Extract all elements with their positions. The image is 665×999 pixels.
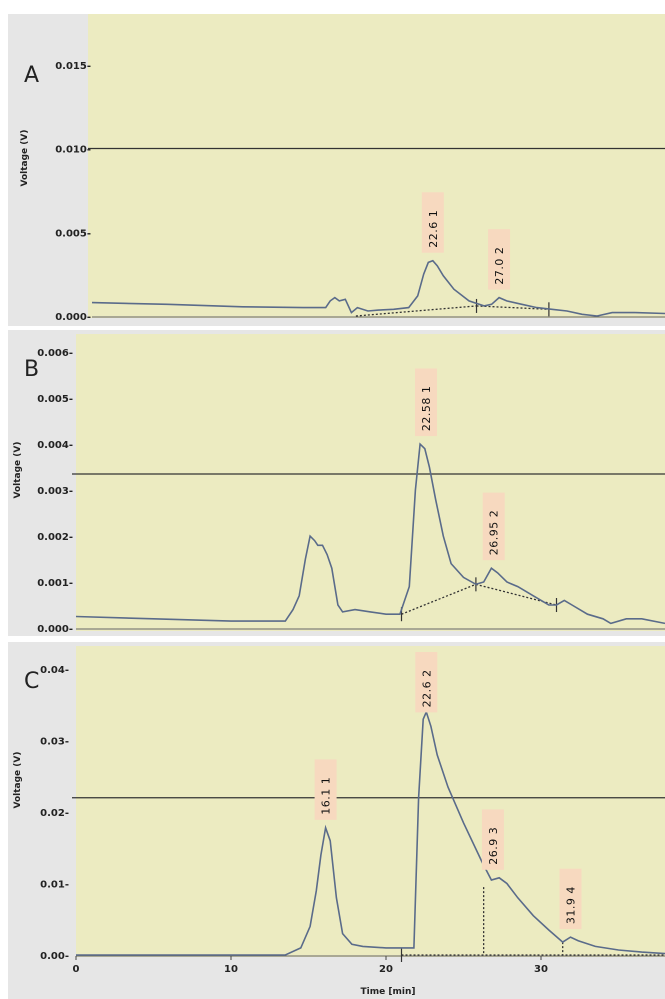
panel-c-x-axis-label: Time [min]: [361, 987, 416, 997]
peak-label-background: [482, 492, 505, 561]
panel-c-y-axis-label: Voltage (V): [13, 752, 23, 809]
panel-b: B Voltage (V) 0.000-0.001-0.002-0.003-0.…: [8, 330, 665, 636]
peak-label-3: 26.9 3: [481, 809, 504, 870]
panel-b-integration-baseline: [401, 583, 477, 615]
peak-label-text: 16.1 1: [320, 777, 333, 815]
peak-label-background: [488, 229, 511, 290]
peak-label-text: 22.58 1: [420, 386, 433, 432]
peak-label-4: 31.9 4: [559, 868, 582, 930]
panel-c-ticks: 0.00- 0.01- 0.02- 0.03- 0.04- 0 10 20 30: [40, 665, 548, 975]
panel-a-reference-layer: [88, 147, 665, 318]
panel-a-y-tick-label: 0.010-: [55, 145, 91, 156]
panel-a-integration-baseline: [355, 305, 477, 317]
peak-label-background: [415, 368, 437, 437]
panel-c-x-tick-label: 0: [73, 964, 80, 975]
peak-label-text: 27.0 2: [493, 247, 506, 285]
panel-a-y-tick-label: 0.005-: [55, 228, 91, 239]
panel-b-y-tick-label: 0.005-: [37, 394, 73, 405]
panel-c-y-tick-label: 0.02-: [40, 808, 69, 819]
panel-b-y-tick-label: 0.003-: [37, 486, 73, 497]
panel-b-y-tick-label: 0.002-: [37, 532, 73, 543]
panel-b-y-axis-label: Voltage (V): [13, 442, 23, 499]
panel-b-y-tick-label: 0.006-: [37, 348, 73, 359]
peak-label-background: [314, 759, 337, 820]
panel-a-y-tick-label: 0.000-: [55, 312, 91, 323]
panel-a-letter: A: [24, 63, 39, 88]
panel-c-x-tick-label: 10: [224, 964, 238, 975]
peak-label-text: 22.6 2: [420, 669, 433, 707]
peak-label-2: 27.0 2: [488, 229, 511, 290]
panel-a-y-axis-label: Voltage (V): [20, 130, 30, 187]
panel-a-peak-labels: 22.6 1 27.0 2: [421, 192, 511, 290]
peak-label-background: [421, 192, 444, 253]
panel-b-ticks: 0.000- 0.001- 0.002- 0.003- 0.004- 0.005- 0.00…: [37, 348, 73, 635]
peak-label-background: [481, 809, 504, 870]
peak-label-background: [559, 868, 582, 930]
panel-b-peak-labels: 22.58 1 26.95 2: [415, 368, 505, 561]
peak-label-background: [415, 652, 438, 713]
peak-label-text: 26.9 3: [487, 827, 500, 865]
panel-c-y-tick-label: 0.04-: [40, 665, 69, 676]
panel-b-letter: B: [24, 357, 39, 382]
panel-b-y-tick-label: 0.004-: [37, 440, 73, 451]
peak-label-1: 16.1 1: [314, 759, 337, 820]
panel-c: C Voltage (V) Time [min] 0.00- 0.01- 0.02-…: [8, 642, 665, 999]
panel-c-peak-labels: 16.1 1 22.6 2 26.9 3 31.9 4: [314, 652, 582, 930]
panel-a-plot-area: [88, 14, 665, 318]
peak-label-2: 26.95 2: [482, 492, 505, 561]
peak-label-1: 22.6 1: [421, 192, 444, 253]
panel-b-y-tick-label: 0.001-: [37, 578, 73, 589]
panel-a: A Voltage (V) 0.000- 0.005- 0.010- 0.015- 2…: [8, 14, 665, 326]
panel-c-x-tick-label: 20: [379, 964, 393, 975]
panel-c-y-tick-label: 0.01-: [40, 880, 69, 891]
panel-c-y-tick-label: 0.03-: [40, 737, 69, 748]
panel-c-baseline-layer: [400, 887, 665, 962]
panel-c-y-tick-label: 0.00-: [40, 951, 69, 962]
peak-label-text: 26.95 2: [488, 510, 501, 556]
panel-b-trace: [75, 442, 665, 625]
peak-label-1: 22.58 1: [415, 368, 437, 437]
panel-b-reference-layer: [72, 473, 665, 630]
panel-a-y-tick-label: 0.015-: [55, 61, 91, 72]
panel-b-y-tick-label: 0.000-: [37, 624, 73, 635]
peak-label-2: 22.6 2: [415, 652, 438, 713]
panel-c-x-tick-label: 30: [534, 964, 548, 975]
panel-a-trace: [91, 259, 665, 317]
panel-c-reference-layer: [72, 797, 665, 957]
panel-b-plot-area: [76, 334, 665, 631]
panel-c-letter: C: [24, 669, 39, 694]
peak-label-text: 22.6 1: [427, 210, 440, 248]
panel-a-integration-baseline: [476, 305, 549, 310]
peak-label-text: 31.9 4: [565, 886, 578, 924]
panel-a-ticks: 0.000- 0.005- 0.010- 0.015-: [55, 61, 91, 323]
